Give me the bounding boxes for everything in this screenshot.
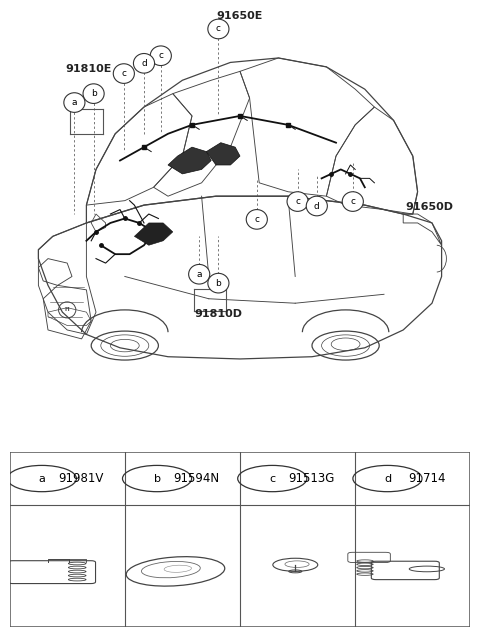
Circle shape xyxy=(287,192,308,211)
Text: b: b xyxy=(216,278,221,288)
Text: c: c xyxy=(295,197,300,206)
Text: 91981V: 91981V xyxy=(59,472,104,485)
Text: d: d xyxy=(314,201,320,210)
Polygon shape xyxy=(168,147,211,174)
Circle shape xyxy=(64,93,85,112)
Text: 91650D: 91650D xyxy=(406,203,454,212)
Text: b: b xyxy=(154,473,160,483)
Circle shape xyxy=(189,264,210,284)
Text: a: a xyxy=(72,98,77,107)
Text: 91513G: 91513G xyxy=(288,472,335,485)
Circle shape xyxy=(342,192,363,211)
Text: b: b xyxy=(91,89,96,98)
Circle shape xyxy=(133,54,155,73)
Text: H: H xyxy=(65,308,70,312)
Text: d: d xyxy=(384,473,391,483)
Text: a: a xyxy=(196,269,202,279)
Text: 91594N: 91594N xyxy=(173,472,219,485)
Text: c: c xyxy=(216,24,221,34)
Text: c: c xyxy=(269,473,276,483)
Polygon shape xyxy=(206,143,240,165)
Text: c: c xyxy=(350,197,355,206)
Text: c: c xyxy=(254,215,259,224)
Text: a: a xyxy=(38,473,45,483)
Circle shape xyxy=(208,19,229,39)
Circle shape xyxy=(208,273,229,293)
Text: c: c xyxy=(158,51,163,61)
Circle shape xyxy=(306,196,327,216)
Text: d: d xyxy=(141,59,147,68)
Text: 91650E: 91650E xyxy=(217,11,263,20)
Text: 91810D: 91810D xyxy=(194,310,242,319)
Circle shape xyxy=(83,84,104,103)
Circle shape xyxy=(150,46,171,66)
Text: 91714: 91714 xyxy=(408,472,445,485)
Circle shape xyxy=(113,64,134,83)
Text: c: c xyxy=(121,69,126,78)
Polygon shape xyxy=(134,223,173,245)
Text: 91810E: 91810E xyxy=(66,64,112,74)
Circle shape xyxy=(246,210,267,229)
